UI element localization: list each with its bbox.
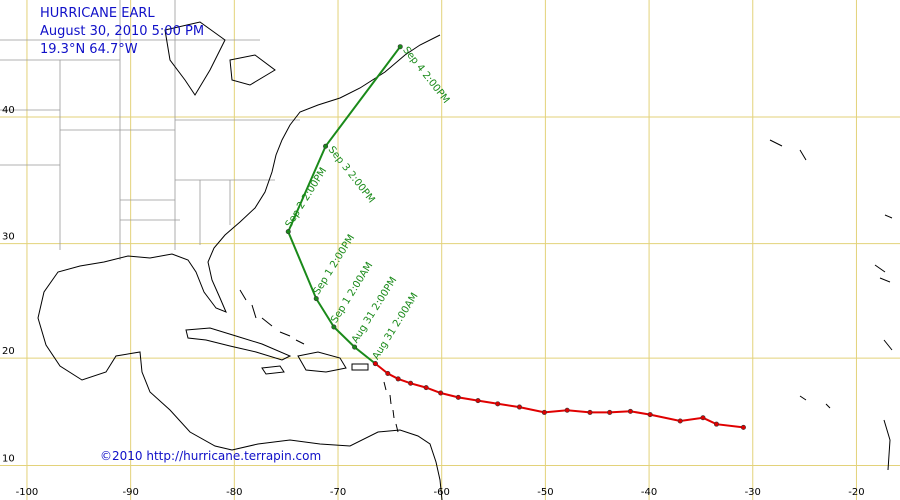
forecast-point [331, 324, 337, 330]
past-point [372, 361, 378, 367]
hispaniola [297, 351, 347, 373]
past-point [607, 409, 613, 415]
lat-label: 10 [2, 453, 15, 464]
lon-label: -70 [330, 487, 346, 498]
past-point [395, 376, 401, 382]
lon-label: -60 [434, 487, 450, 498]
puerto-rico [351, 363, 369, 371]
past-point [438, 390, 444, 396]
past-point [475, 398, 481, 404]
past-point [516, 404, 522, 410]
past-point [740, 424, 746, 430]
past-point [541, 409, 547, 415]
jamaica [261, 365, 285, 375]
bahamas [239, 289, 305, 345]
lon-label: -30 [745, 487, 761, 498]
past-point [385, 370, 391, 376]
past-point [495, 401, 501, 407]
advisory-time: August 30, 2010 5:00 PM [40, 24, 204, 39]
lon-label: -90 [122, 487, 138, 498]
cuba [185, 327, 292, 361]
past-point [423, 385, 429, 391]
past-point [455, 394, 461, 400]
lat-label: 30 [2, 232, 15, 243]
past-point [713, 421, 719, 427]
credit: ©2010 http://hurricane.terrapin.com [100, 449, 321, 463]
forecast-point [313, 296, 319, 302]
past-point [587, 409, 593, 415]
storm-position: 19.3°N 64.7°W [40, 42, 138, 57]
past-point [677, 418, 683, 424]
forecast-point [323, 143, 329, 149]
forecast-point [285, 229, 291, 235]
past-line [374, 362, 744, 429]
great-lakes [164, 21, 276, 96]
lon-label: -40 [641, 487, 657, 498]
lon-label: -20 [848, 487, 864, 498]
past-point [408, 380, 414, 386]
lon-label: -50 [537, 487, 553, 498]
forecast-point [352, 344, 358, 350]
south-america-coast [231, 429, 443, 500]
north-america-coast [37, 34, 441, 451]
past-point [647, 412, 653, 418]
past-point [700, 415, 706, 421]
state-borders [0, 0, 300, 260]
lon-label: -80 [226, 487, 242, 498]
forecast-point [397, 44, 403, 50]
lat-label: 20 [2, 346, 15, 357]
lat-label: 40 [2, 105, 15, 116]
lon-label: -100 [16, 487, 39, 498]
axis-labels: -100 -90 -80 -70 -60 -50 -40 -30 -20 10 20 30 40 [2, 105, 865, 498]
lesser-antilles [383, 381, 399, 433]
storm-name: HURRICANE EARL [40, 6, 155, 21]
atlantic-islands [769, 139, 893, 471]
past-point [564, 407, 570, 413]
past-point [627, 408, 633, 414]
